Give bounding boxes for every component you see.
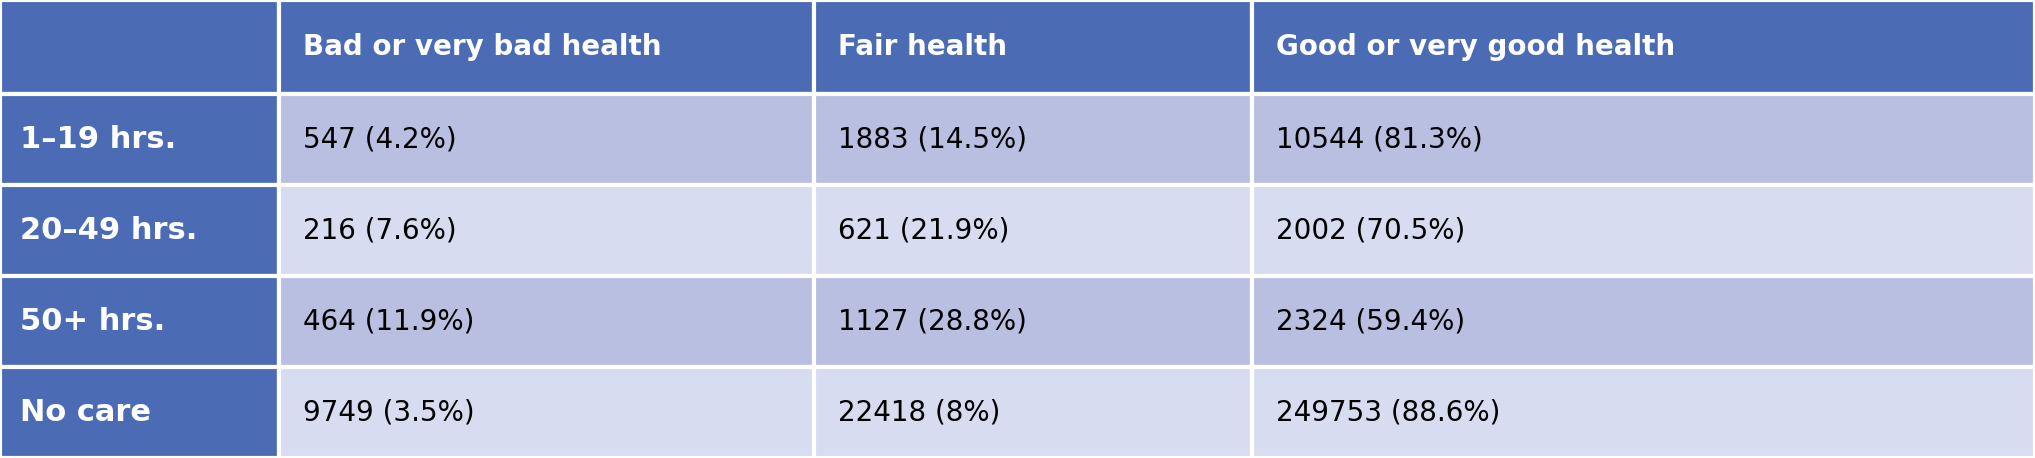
Text: 20–49 hrs.: 20–49 hrs. xyxy=(20,216,197,245)
Text: 9749 (3.5%): 9749 (3.5%) xyxy=(303,398,474,426)
Bar xyxy=(0,94,279,185)
Bar xyxy=(814,367,1252,458)
Text: 1883 (14.5%): 1883 (14.5%) xyxy=(838,125,1028,153)
Bar xyxy=(0,185,279,276)
Bar xyxy=(279,0,814,94)
Text: 10544 (81.3%): 10544 (81.3%) xyxy=(1276,125,1484,153)
Text: 2324 (59.4%): 2324 (59.4%) xyxy=(1276,307,1465,335)
Text: 2002 (70.5%): 2002 (70.5%) xyxy=(1276,217,1465,245)
Bar xyxy=(279,94,814,185)
Bar xyxy=(0,0,279,94)
Bar xyxy=(279,185,814,276)
Text: 464 (11.9%): 464 (11.9%) xyxy=(303,307,474,335)
Text: 1–19 hrs.: 1–19 hrs. xyxy=(20,125,177,154)
Text: No care: No care xyxy=(20,398,151,427)
Text: 216 (7.6%): 216 (7.6%) xyxy=(303,217,456,245)
Bar xyxy=(1252,276,2035,367)
Bar xyxy=(1252,0,2035,94)
Bar xyxy=(814,0,1252,94)
Bar xyxy=(814,276,1252,367)
Text: 22418 (8%): 22418 (8%) xyxy=(838,398,1001,426)
Bar xyxy=(1252,185,2035,276)
Text: 50+ hrs.: 50+ hrs. xyxy=(20,307,165,336)
Text: 1127 (28.8%): 1127 (28.8%) xyxy=(838,307,1028,335)
Bar xyxy=(0,276,279,367)
Text: Fair health: Fair health xyxy=(838,33,1007,61)
Text: 547 (4.2%): 547 (4.2%) xyxy=(303,125,456,153)
Text: Good or very good health: Good or very good health xyxy=(1276,33,1675,61)
Bar xyxy=(0,367,279,458)
Bar xyxy=(1252,94,2035,185)
Bar xyxy=(279,276,814,367)
Bar xyxy=(814,94,1252,185)
Bar xyxy=(279,367,814,458)
Bar xyxy=(814,185,1252,276)
Text: Bad or very bad health: Bad or very bad health xyxy=(303,33,661,61)
Bar xyxy=(1252,367,2035,458)
Text: 249753 (88.6%): 249753 (88.6%) xyxy=(1276,398,1500,426)
Text: 621 (21.9%): 621 (21.9%) xyxy=(838,217,1009,245)
